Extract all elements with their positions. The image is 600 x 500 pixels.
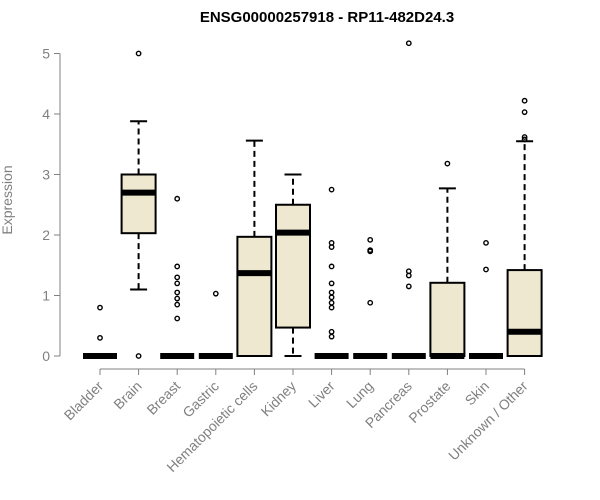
outlier-point <box>521 134 528 140</box>
outlier-point <box>174 280 181 287</box>
outlier-point <box>328 186 335 193</box>
outlier-point <box>367 248 374 255</box>
y-tick-label: 0 <box>42 348 50 364</box>
x-tick-label: Prostate <box>405 378 453 426</box>
outlier-point <box>328 299 335 306</box>
outlier-point <box>328 333 335 340</box>
x-tick-label: Skin <box>462 378 493 409</box>
box-skin <box>469 239 503 359</box>
outlier-point <box>483 239 489 246</box>
outlier-point <box>521 109 528 116</box>
box-iqr <box>429 281 466 358</box>
outlier-point <box>521 136 528 143</box>
chart-title: ENSG00000257918 - RP11-482D24.3 <box>200 9 454 26</box>
outlier-point <box>405 283 412 290</box>
box-hematopoietic-cells <box>236 139 273 357</box>
outlier-point <box>521 97 528 104</box>
outlier-point <box>444 160 451 167</box>
y-tick-label: 3 <box>42 167 50 183</box>
y-axis-label: Expression <box>0 165 15 234</box>
x-tick-label: Brain <box>110 378 144 412</box>
box-prostate <box>429 160 466 359</box>
y-axis: 0 1 2 3 4 5 <box>42 46 61 364</box>
outlier-point <box>328 244 335 251</box>
outlier-point <box>328 304 335 311</box>
boxes-group <box>83 40 543 359</box>
y-tick-label: 2 <box>42 227 50 243</box>
x-tick-label: Bladder <box>61 378 107 424</box>
outlier-point <box>97 304 103 311</box>
outlier-point <box>328 294 335 301</box>
outlier-point <box>174 263 181 270</box>
outlier-point <box>174 274 181 281</box>
x-tick-label: Lung <box>343 378 376 411</box>
outlier-point <box>174 195 181 202</box>
box-pancreas <box>391 40 426 359</box>
box-brain <box>120 50 157 359</box>
outlier-point <box>483 266 489 273</box>
box-iqr <box>120 173 157 235</box>
outlier-point <box>174 301 181 308</box>
outlier-point <box>97 334 103 341</box>
outlier-point <box>174 315 181 322</box>
box-gastric <box>198 290 233 359</box>
outlier-point <box>328 289 335 296</box>
y-tick-label: 4 <box>42 106 50 122</box>
y-tick-label: 1 <box>42 288 50 304</box>
box-liver <box>314 186 349 359</box>
outlier-point <box>367 299 374 306</box>
outlier-point <box>135 353 142 359</box>
outlier-point <box>405 272 412 279</box>
box-iqr <box>236 235 273 357</box>
outlier-point <box>328 280 335 287</box>
outlier-point <box>328 328 335 335</box>
x-tick-label: Liver <box>305 378 338 411</box>
box-unknown-other <box>506 97 543 357</box>
box-lung <box>353 236 388 359</box>
box-kidney <box>275 173 311 357</box>
box-iqr <box>275 203 311 329</box>
box-bladder <box>83 304 117 359</box>
outlier-point <box>135 50 142 57</box>
box-breast <box>160 195 195 359</box>
outlier-point <box>367 236 374 243</box>
box-iqr <box>506 269 543 357</box>
outlier-point <box>328 263 335 270</box>
outlier-point <box>405 40 412 47</box>
x-tick-label: Kidney <box>258 378 300 420</box>
outlier-point <box>174 289 181 296</box>
outlier-point <box>212 290 219 297</box>
x-tick-label: Breast <box>143 378 183 418</box>
y-tick-label: 5 <box>42 46 50 62</box>
outlier-point <box>174 295 181 302</box>
